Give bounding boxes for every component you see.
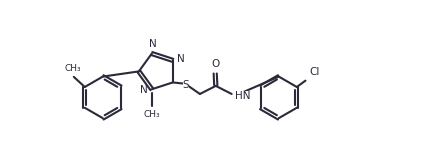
Text: Cl: Cl bbox=[309, 67, 320, 77]
Text: CH₃: CH₃ bbox=[64, 64, 81, 73]
Text: N: N bbox=[149, 39, 156, 49]
Text: CH₃: CH₃ bbox=[143, 110, 160, 119]
Text: N: N bbox=[177, 54, 185, 64]
Text: S: S bbox=[183, 80, 189, 90]
Text: N: N bbox=[140, 85, 147, 95]
Text: HN: HN bbox=[235, 91, 251, 101]
Text: O: O bbox=[211, 59, 219, 69]
